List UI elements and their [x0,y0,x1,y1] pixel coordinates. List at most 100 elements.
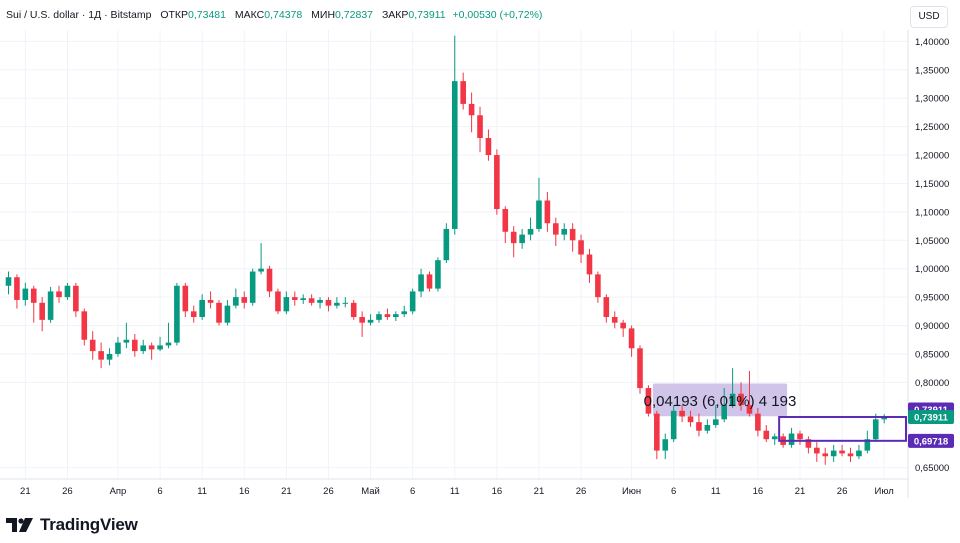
candle-body [712,419,719,426]
candle-body [157,345,163,350]
candle-body [207,299,214,303]
candle-body [249,271,256,303]
candle-body [822,453,829,457]
candle-body [468,103,475,116]
candle-body [477,115,483,138]
x-tick-label: 26 [323,486,334,497]
high-value: 0,74378 [264,9,303,21]
candle-body [544,200,551,224]
candle-body [628,328,635,349]
candle-body [22,288,29,300]
close-label: ЗАКР [381,9,409,21]
x-tick-label: 11 [450,486,460,497]
currency-button[interactable]: USD [910,6,948,28]
x-tick-label: 26 [837,486,848,497]
candle-body [771,436,778,440]
tradingview-logo[interactable]: TradingView [6,515,138,535]
candle-body [317,299,323,303]
y-tick-label: 0,90000 [915,321,949,332]
candle-body [595,274,601,298]
candle-body [510,231,517,244]
candle-body [89,339,96,352]
x-tick-label: Апр [110,486,127,497]
candle-body [519,234,525,244]
candle-body [679,410,685,417]
open-label: ОТКР [160,9,189,21]
candle-body [81,311,88,340]
candle-body [603,297,610,318]
measure-label: 0,04193 (6,01%) 4 193 [644,393,797,410]
candle-body [494,155,500,210]
close-value: 0,73911 [408,9,446,21]
x-axis[interactable]: 21 26 Апр 6 11 16 21 26 Май 6 11 16 21 26 Июн 6 11 16 21 26… [20,486,894,497]
candle-body [367,319,374,323]
candle-body [696,422,702,431]
candle-body [788,433,795,445]
candle-body [132,339,138,352]
candle-body [460,81,466,104]
range-rectangle [778,415,908,442]
candle-body [165,342,172,346]
x-tick-label: 21 [534,486,545,497]
candle-body [233,297,239,306]
candle-body [670,410,677,440]
open-value: 0,73481 [188,9,226,21]
candle-body [755,413,761,431]
candle-body [502,209,509,232]
candle-body [350,302,357,318]
candle-body [746,405,753,414]
candle-body [115,342,121,354]
candle-body [814,447,820,454]
candle-body [393,314,399,318]
y-tick-label: 1,10000 [915,207,949,218]
candle-body [98,351,104,360]
candle-body [216,302,222,323]
candle-body [409,291,416,312]
candle-body [485,137,492,156]
price-label-text: 0,69718 [914,436,948,447]
candle-body [527,228,534,235]
candle-body [805,439,812,448]
candle-body [291,297,298,300]
y-tick-label: 1,05000 [915,236,949,247]
y-tick-label: 1,00000 [915,264,949,275]
candle-body [443,228,450,261]
candle-body [864,439,871,451]
candle-body [384,314,391,318]
chart-header: Sui / U.S. dollar · 1Д · Bitstamp ОТКР0,… [6,9,542,21]
x-tick-label: 6 [157,486,162,497]
candle-body [199,299,205,318]
x-tick-label: 16 [492,486,503,497]
x-tick-label: 26 [576,486,587,497]
candle-body [56,291,62,298]
candle-body [30,288,37,303]
y-tick-label: 0,95000 [915,293,949,304]
candle-body [325,299,332,306]
candle-body [687,416,694,423]
candle-body [830,450,837,457]
price-label-text: 0,73911 [914,412,949,423]
x-tick-label: 6 [410,486,415,497]
y-tick-label: 0,80000 [915,378,949,389]
candle-body [300,298,306,300]
x-tick-label: 11 [711,486,721,497]
symbol-title[interactable]: Sui / U.S. dollar · 1Д · Bitstamp [6,9,152,21]
x-tick-label: 26 [62,486,73,497]
high-label: МАКС [234,9,265,21]
x-tick-label: Июл [875,486,894,497]
candle-body [418,274,424,292]
candle-body [620,322,626,329]
x-tick-label: 6 [671,486,676,497]
x-tick-label: Июн [622,486,641,497]
low-label: МИН [311,9,336,21]
candle-body [123,339,130,343]
x-tick-label: 11 [197,486,207,497]
y-tick-label: 1,40000 [915,37,949,48]
candle-body [704,425,711,431]
y-axis[interactable]: 1,40000 1,35000 1,30000 1,25000 1,20000 1,150… [915,37,949,474]
candle-body [106,353,113,360]
candle-body [258,268,264,272]
change-value: +0,00530 (+0,72%) [452,9,543,21]
